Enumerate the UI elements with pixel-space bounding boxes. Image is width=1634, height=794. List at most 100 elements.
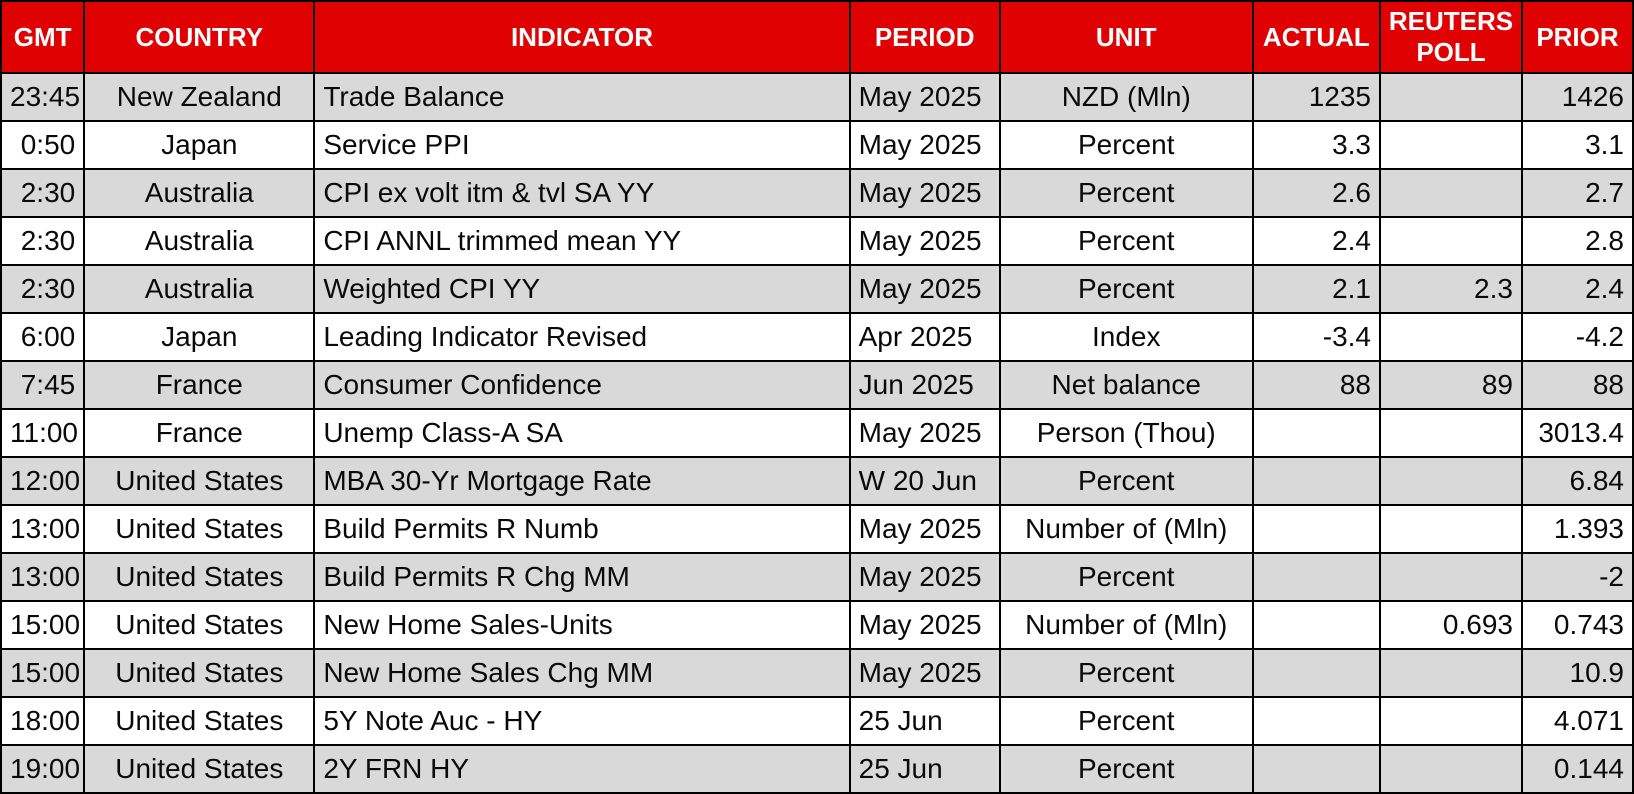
cell-gmt: 2:30 <box>0 168 86 218</box>
cell-country: Japan <box>83 120 316 170</box>
cell-gmt: 15:00 <box>0 600 86 650</box>
cell-unit: Percent <box>998 696 1254 746</box>
cell-reuters_poll <box>1379 504 1523 554</box>
cell-reuters_poll <box>1379 744 1523 794</box>
cell-actual <box>1251 408 1382 458</box>
cell-prior: 2.8 <box>1520 216 1634 266</box>
cell-indicator: MBA 30-Yr Mortgage Rate <box>313 456 851 506</box>
cell-gmt: 23:45 <box>0 72 86 122</box>
cell-period: May 2025 <box>848 120 1001 170</box>
cell-gmt: 2:30 <box>0 264 86 314</box>
cell-country: United States <box>83 696 316 746</box>
cell-reuters_poll <box>1379 312 1523 362</box>
table-row: 15:00 United States New Home Sales Chg MM M… <box>0 648 1634 698</box>
cell-indicator: CPI ANNL trimmed mean YY <box>313 216 851 266</box>
cell-indicator: Build Permits R Chg MM <box>313 552 851 602</box>
cell-country: Australia <box>83 264 316 314</box>
table-row: 6:00 Japan Leading Indicator Revised Apr 20… <box>0 312 1634 362</box>
cell-indicator: Service PPI <box>313 120 851 170</box>
cell-period: May 2025 <box>848 648 1001 698</box>
cell-actual <box>1251 600 1382 650</box>
cell-gmt: 6:00 <box>0 312 86 362</box>
cell-period: May 2025 <box>848 168 1001 218</box>
cell-country: United States <box>83 648 316 698</box>
cell-country: United States <box>83 552 316 602</box>
table-row: 13:00 United States Build Permits R Numb Ma… <box>0 504 1634 554</box>
table-row: 2:30 Australia CPI ANNL trimmed mean YY May… <box>0 216 1634 266</box>
cell-gmt: 13:00 <box>0 552 86 602</box>
cell-unit: Percent <box>998 168 1254 218</box>
cell-indicator: Weighted CPI YY <box>313 264 851 314</box>
cell-period: May 2025 <box>848 408 1001 458</box>
cell-actual: 2.6 <box>1251 168 1382 218</box>
cell-unit: Number of (Mln) <box>998 504 1254 554</box>
column-header-country: COUNTRY <box>83 0 316 74</box>
cell-reuters_poll <box>1379 72 1523 122</box>
cell-country: New Zealand <box>83 72 316 122</box>
cell-period: May 2025 <box>848 72 1001 122</box>
cell-gmt: 2:30 <box>0 216 86 266</box>
cell-unit: Person (Thou) <box>998 408 1254 458</box>
cell-gmt: 11:00 <box>0 408 86 458</box>
cell-actual: 3.3 <box>1251 120 1382 170</box>
cell-indicator: Trade Balance <box>313 72 851 122</box>
table-row: 12:00 United States MBA 30-Yr Mortgage Rat… <box>0 456 1634 506</box>
cell-country: Australia <box>83 168 316 218</box>
cell-unit: Index <box>998 312 1254 362</box>
cell-prior: 4.071 <box>1520 696 1634 746</box>
column-header-prior: PRIOR <box>1520 0 1634 74</box>
cell-prior: 2.4 <box>1520 264 1634 314</box>
cell-gmt: 15:00 <box>0 648 86 698</box>
table-row: 19:00 United States 2Y FRN HY 25 Jun Percent… <box>0 744 1634 794</box>
cell-country: United States <box>83 600 316 650</box>
cell-actual <box>1251 552 1382 602</box>
cell-country: United States <box>83 744 316 794</box>
cell-reuters_poll <box>1379 648 1523 698</box>
column-header-reuters_poll: REUTERS POLL <box>1379 0 1523 74</box>
cell-prior: 10.9 <box>1520 648 1634 698</box>
cell-actual <box>1251 648 1382 698</box>
table-row: 0:50 Japan Service PPI May 2025 Percent 3.3 3.… <box>0 120 1634 170</box>
cell-country: France <box>83 408 316 458</box>
column-header-gmt: GMT <box>0 0 86 74</box>
table-row: 15:00 United States New Home Sales-Units Ma… <box>0 600 1634 650</box>
column-header-actual: ACTUAL <box>1251 0 1382 74</box>
cell-reuters_poll: 2.3 <box>1379 264 1523 314</box>
cell-prior: -4.2 <box>1520 312 1634 362</box>
cell-period: 25 Jun <box>848 696 1001 746</box>
column-header-unit: UNIT <box>998 0 1254 74</box>
cell-period: 25 Jun <box>848 744 1001 794</box>
cell-actual <box>1251 456 1382 506</box>
cell-reuters_poll <box>1379 408 1523 458</box>
column-header-indicator: INDICATOR <box>313 0 851 74</box>
table-row: 2:30 Australia CPI ex volt itm & tvl SA YY… <box>0 168 1634 218</box>
table-row: 13:00 United States Build Permits R Chg MM… <box>0 552 1634 602</box>
cell-country: United States <box>83 456 316 506</box>
cell-indicator: Consumer Confidence <box>313 360 851 410</box>
cell-gmt: 7:45 <box>0 360 86 410</box>
cell-reuters_poll: 89 <box>1379 360 1523 410</box>
cell-period: May 2025 <box>848 216 1001 266</box>
cell-period: Jun 2025 <box>848 360 1001 410</box>
table-row: 23:45 New Zealand Trade Balance May 2025 NZD… <box>0 72 1634 122</box>
cell-indicator: CPI ex volt itm & tvl SA YY <box>313 168 851 218</box>
cell-unit: Percent <box>998 264 1254 314</box>
cell-gmt: 18:00 <box>0 696 86 746</box>
cell-gmt: 13:00 <box>0 504 86 554</box>
cell-actual <box>1251 696 1382 746</box>
cell-reuters_poll <box>1379 216 1523 266</box>
cell-country: France <box>83 360 316 410</box>
cell-country: Japan <box>83 312 316 362</box>
cell-actual: 2.4 <box>1251 216 1382 266</box>
cell-prior: 1.393 <box>1520 504 1634 554</box>
cell-period: May 2025 <box>848 600 1001 650</box>
cell-indicator: 2Y FRN HY <box>313 744 851 794</box>
cell-period: May 2025 <box>848 264 1001 314</box>
cell-prior: 1426 <box>1520 72 1634 122</box>
column-header-period: PERIOD <box>848 0 1001 74</box>
cell-indicator: New Home Sales Chg MM <box>313 648 851 698</box>
cell-unit: Net balance <box>998 360 1254 410</box>
table-body: 23:45 New Zealand Trade Balance May 2025 NZD… <box>0 72 1634 794</box>
cell-indicator: Build Permits R Numb <box>313 504 851 554</box>
